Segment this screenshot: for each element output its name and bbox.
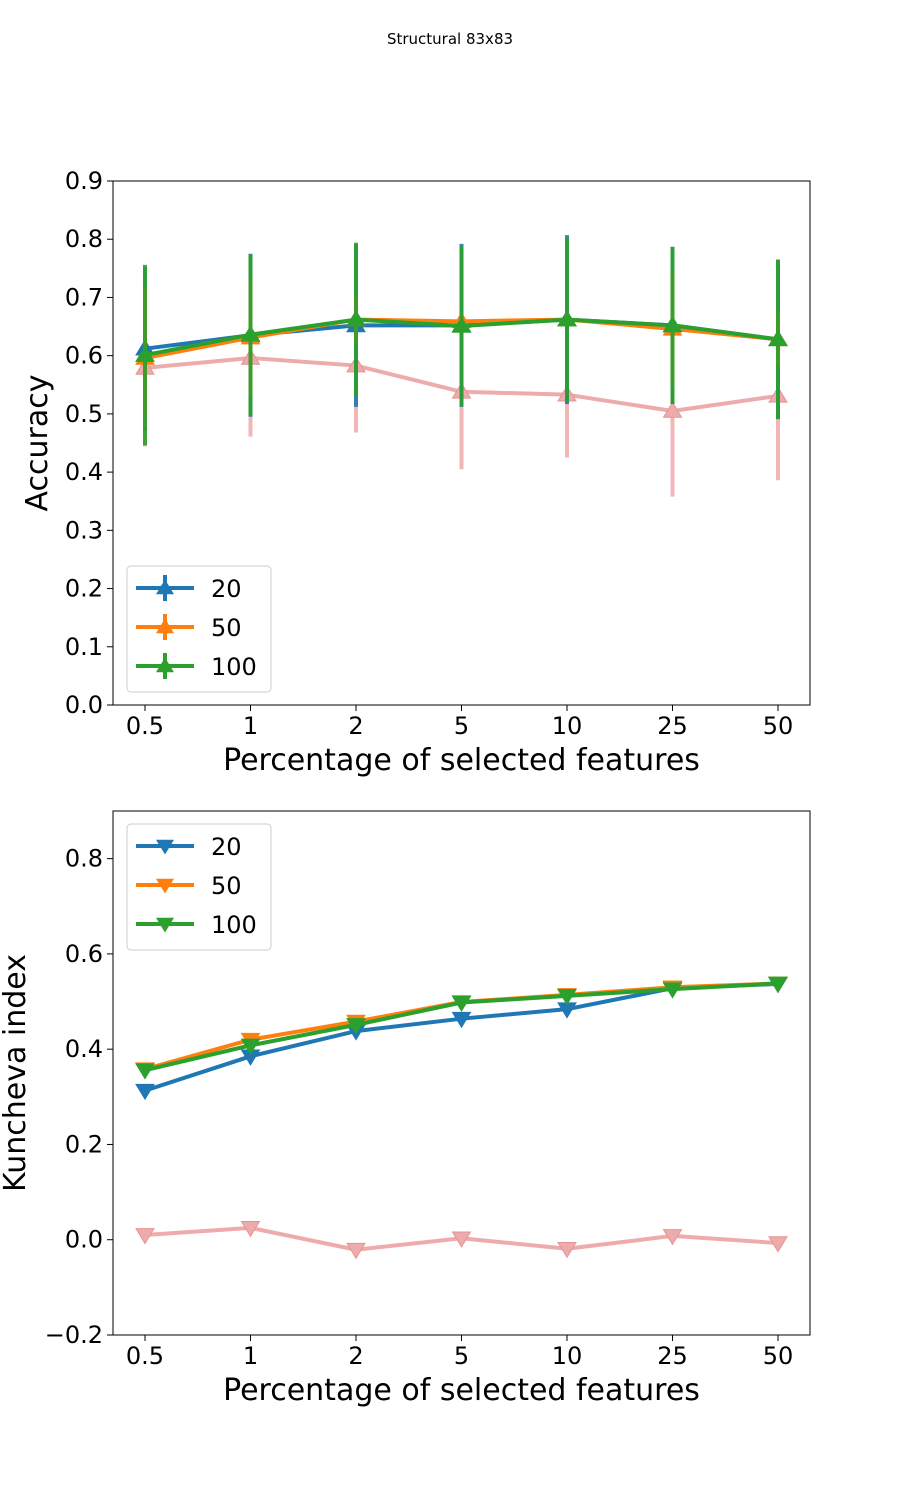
- data-point-100: [768, 976, 788, 993]
- y-tick-label: 0.2: [65, 1130, 103, 1158]
- legend-marker: [156, 878, 174, 894]
- legend-label: 100: [211, 653, 257, 681]
- y-tick-label: 0.9: [65, 167, 103, 195]
- data-point-random: [135, 1228, 155, 1245]
- legend-item-50: 50: [136, 614, 242, 642]
- x-tick-label: 1: [243, 712, 258, 740]
- data-point-random: [662, 1229, 683, 1246]
- series-100: [135, 238, 788, 446]
- x-tick-label: 0.5: [126, 712, 164, 740]
- x-axis-label: Percentage of selected features: [223, 1373, 700, 1408]
- data-point-100: [557, 310, 577, 327]
- x-tick-label: 1: [243, 1342, 258, 1370]
- legend-marker: [156, 579, 174, 595]
- legend-marker: [156, 839, 174, 855]
- x-tick-label: 10: [552, 1342, 583, 1370]
- y-tick-label: 0.8: [65, 845, 103, 873]
- y-axis-label: Accuracy: [20, 375, 55, 512]
- y-tick-label: 0.7: [65, 283, 103, 311]
- x-tick-label: 50: [763, 712, 794, 740]
- y-tick-label: 0.5: [65, 400, 103, 428]
- y-tick-label: 0.2: [65, 575, 103, 603]
- y-tick-label: −0.2: [45, 1321, 103, 1349]
- legend-item-100: 100: [136, 653, 257, 681]
- data-point-100: [451, 995, 472, 1013]
- legend-marker: [156, 917, 174, 933]
- x-tick-label: 10: [552, 712, 583, 740]
- data-point-100: [768, 329, 788, 347]
- data-point-100: [346, 310, 366, 327]
- y-tick-label: 0.4: [65, 458, 103, 486]
- y-tick-label: 0.0: [65, 1226, 103, 1254]
- legend-label: 20: [211, 575, 242, 603]
- data-point-random: [662, 401, 683, 418]
- legend-label: 50: [211, 872, 242, 900]
- y-tick-label: 0.0: [65, 691, 103, 719]
- y-tick-label: 0.8: [65, 225, 103, 253]
- data-point-20: [451, 1011, 472, 1029]
- legend-label: 50: [211, 614, 242, 642]
- data-point-100: [240, 325, 261, 342]
- x-axis-label: Percentage of selected features: [223, 743, 700, 778]
- legend-item-20: 20: [136, 833, 242, 861]
- x-tick-label: 5: [454, 712, 469, 740]
- data-point-random: [240, 1221, 261, 1238]
- y-axis-label: Kuncheva index: [0, 954, 33, 1192]
- data-point-100: [451, 316, 472, 333]
- data-point-random: [557, 1241, 577, 1259]
- series-100: [135, 976, 788, 1080]
- data-point-100: [240, 1038, 261, 1055]
- data-point-100: [557, 989, 577, 1006]
- data-point-100: [662, 315, 683, 333]
- data-point-20: [135, 1083, 155, 1101]
- data-point-100: [346, 1018, 366, 1035]
- data-point-random: [451, 1231, 472, 1248]
- data-point-100: [135, 345, 155, 362]
- legend-label: 20: [211, 833, 242, 861]
- x-tick-label: 2: [348, 1342, 363, 1370]
- x-tick-label: 25: [657, 712, 688, 740]
- series-random: [135, 1221, 788, 1260]
- legend-item-50: 50: [136, 872, 242, 900]
- accuracy-panel: 0.00.10.20.30.40.50.60.70.80.90.5 1 2 5 10 25…: [20, 167, 811, 778]
- legend: 20 50 100: [126, 565, 272, 693]
- y-tick-label: 0.1: [65, 633, 103, 661]
- y-tick-label: 0.4: [65, 1035, 103, 1063]
- data-point-100: [662, 982, 683, 999]
- legend-label: 100: [211, 911, 257, 939]
- data-point-100: [135, 1063, 155, 1080]
- y-tick-label: 0.6: [65, 940, 103, 968]
- figure-title: Structural 83x83: [387, 30, 513, 48]
- x-tick-label: 50: [763, 1342, 794, 1370]
- data-point-random: [346, 1242, 366, 1260]
- x-tick-label: 25: [657, 1342, 688, 1370]
- y-tick-label: 0.3: [65, 516, 103, 544]
- kuncheva-panel: −0.20.00.20.40.60.80.5 1 2 5 10 25 50Percentag…: [0, 810, 811, 1408]
- x-tick-label: 0.5: [126, 1342, 164, 1370]
- data-point-random: [768, 1236, 788, 1253]
- legend-item-20: 20: [136, 575, 242, 603]
- y-tick-label: 0.6: [65, 342, 103, 370]
- x-tick-label: 5: [454, 1342, 469, 1370]
- x-tick-label: 2: [348, 712, 363, 740]
- legend: 20 50 100: [126, 823, 272, 951]
- legend-marker: [156, 618, 174, 634]
- legend-marker: [156, 657, 174, 673]
- legend-item-100: 100: [136, 911, 257, 939]
